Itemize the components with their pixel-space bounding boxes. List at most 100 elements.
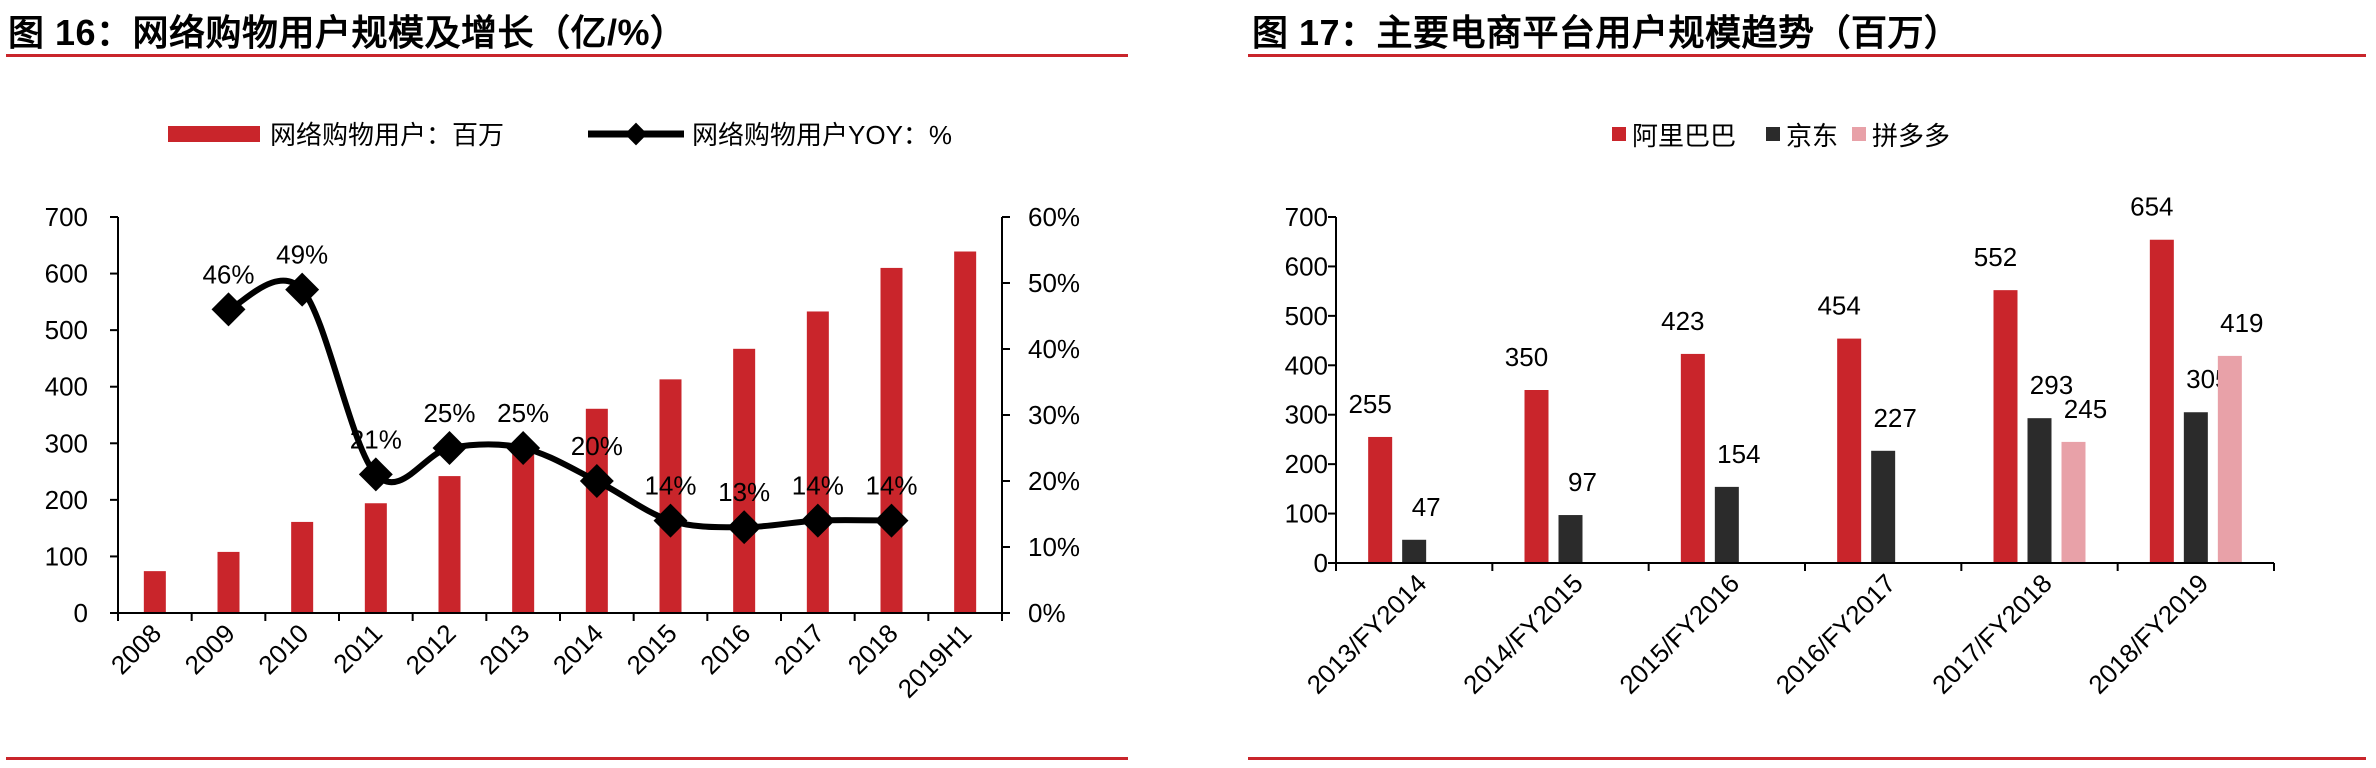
legend-label-platform: 阿里巴巴 <box>1632 121 1736 151</box>
platform-bar <box>2217 355 2242 563</box>
right-y-tick-label: 40% <box>1028 334 1080 364</box>
platform-data-label: 245 <box>2064 394 2107 424</box>
yoy-data-label: 14% <box>644 471 696 501</box>
yoy-point <box>727 510 762 545</box>
legend-label-platform: 拼多多 <box>1872 121 1950 151</box>
platform-bar <box>2027 418 2052 563</box>
user-bar <box>291 521 314 613</box>
left-y-tick-label: 700 <box>45 202 88 232</box>
right-figure-title: 图 17：主要电商平台用户规模趋势（百万） <box>1252 12 1961 53</box>
platform-bar <box>2061 441 2086 563</box>
legend-label-users: 网络购物用户：百万 <box>270 120 504 150</box>
x-tick-label: 2019H1 <box>892 618 978 704</box>
user-bar <box>659 379 682 613</box>
right-chart-y-tick-label: 200 <box>1285 449 1328 479</box>
legend-swatch-platform <box>1612 127 1626 141</box>
right-chart-y-tick-label: 600 <box>1285 251 1328 281</box>
platform-data-label: 255 <box>1348 389 1391 419</box>
platform-data-label: 654 <box>2130 192 2173 222</box>
left-y-tick-label: 400 <box>45 372 88 402</box>
x-tick-label: 2016 <box>694 618 756 680</box>
right-y-tick-label: 10% <box>1028 532 1080 562</box>
user-bar <box>733 348 756 613</box>
x-tick-label: 2015 <box>621 618 683 680</box>
legend-swatch-platform <box>1852 127 1866 141</box>
right-y-tick-label: 60% <box>1028 202 1080 232</box>
yoy-data-label: 20% <box>571 431 623 461</box>
platform-data-label: 350 <box>1505 342 1548 372</box>
left-y-tick-label: 100 <box>45 541 88 571</box>
left-y-tick-label: 600 <box>45 259 88 289</box>
legend-label-platform: 京东 <box>1786 121 1838 151</box>
yoy-point <box>874 503 909 538</box>
platform-data-label: 154 <box>1717 439 1760 469</box>
x-tick-label: 2011 <box>327 618 388 679</box>
platform-bar <box>1558 515 1583 563</box>
user-bar <box>217 551 240 613</box>
left-figure-title: 图 16：网络购物用户规模及增长（亿/%） <box>8 12 687 53</box>
platform-data-label: 419 <box>2220 308 2263 338</box>
yoy-data-label: 21% <box>350 424 402 454</box>
yoy-data-label: 25% <box>423 398 475 428</box>
yoy-data-label: 13% <box>718 477 770 507</box>
platform-data-label: 47 <box>1412 492 1441 522</box>
platform-bar <box>2183 412 2208 563</box>
right-y-tick-label: 50% <box>1028 268 1080 298</box>
right-chart-x-tick-label: 2013/FY2014 <box>1301 568 1433 700</box>
right-y-tick-label: 30% <box>1028 400 1080 430</box>
right-title-rule <box>1248 54 2366 57</box>
platform-bar <box>1993 290 2018 563</box>
x-tick-label: 2014 <box>547 618 609 680</box>
yoy-data-label: 49% <box>276 240 328 270</box>
user-bar <box>438 476 461 613</box>
platform-bar <box>1524 390 1549 563</box>
x-tick-label: 2008 <box>105 618 167 680</box>
legend-swatch-platform <box>1766 127 1780 141</box>
platform-data-label: 423 <box>1661 306 1704 336</box>
legend-label-yoy: 网络购物用户YOY：% <box>692 120 952 150</box>
right-chart-y-tick-label: 700 <box>1285 202 1328 232</box>
x-tick-label: 2009 <box>179 618 241 680</box>
platform-bar <box>1837 338 1862 563</box>
right-chart-x-tick-label: 2014/FY2015 <box>1457 568 1589 700</box>
yoy-point <box>506 431 541 465</box>
right-bottom-rule <box>1248 757 2366 760</box>
platform-bar <box>1402 539 1427 563</box>
platform-data-label: 227 <box>1873 403 1916 433</box>
yoy-data-label: 14% <box>865 471 917 501</box>
platform-bar <box>1871 450 1896 563</box>
yoy-data-label: 46% <box>202 259 254 289</box>
platform-data-label: 293 <box>2030 370 2073 400</box>
user-bar <box>806 311 829 613</box>
yoy-point <box>579 464 614 498</box>
right-chart-y-tick-label: 100 <box>1285 499 1328 529</box>
yoy-point <box>358 457 393 492</box>
left-y-tick-label: 0 <box>74 598 88 628</box>
x-tick-label: 2010 <box>252 618 314 680</box>
left-y-tick-label: 500 <box>45 315 88 345</box>
user-bar <box>585 408 608 613</box>
left-y-tick-label: 300 <box>45 428 88 458</box>
right-chart-y-tick-label: 400 <box>1285 350 1328 380</box>
user-bar <box>512 442 535 613</box>
user-bar <box>880 267 903 613</box>
yoy-data-label: 25% <box>497 398 549 428</box>
right-y-tick-label: 20% <box>1028 466 1080 496</box>
right-chart-x-tick-label: 2018/FY2019 <box>2082 568 2214 700</box>
platform-data-label: 552 <box>1974 242 2017 272</box>
right-chart-y-tick-label: 300 <box>1285 400 1328 430</box>
right-chart-x-tick-label: 2015/FY2016 <box>1613 568 1745 700</box>
yoy-point <box>653 503 688 538</box>
x-tick-label: 2018 <box>842 618 904 680</box>
left-bottom-rule <box>6 757 1128 760</box>
platform-bar <box>2149 239 2174 564</box>
yoy-point <box>432 431 467 465</box>
x-tick-label: 2012 <box>400 618 462 680</box>
right-y-tick-label: 0% <box>1028 598 1066 628</box>
platform-bar <box>1714 486 1739 563</box>
x-tick-label: 2017 <box>768 618 830 680</box>
left-y-tick-label: 200 <box>45 485 88 515</box>
user-bar <box>364 503 387 613</box>
platform-data-label: 97 <box>1568 467 1597 497</box>
